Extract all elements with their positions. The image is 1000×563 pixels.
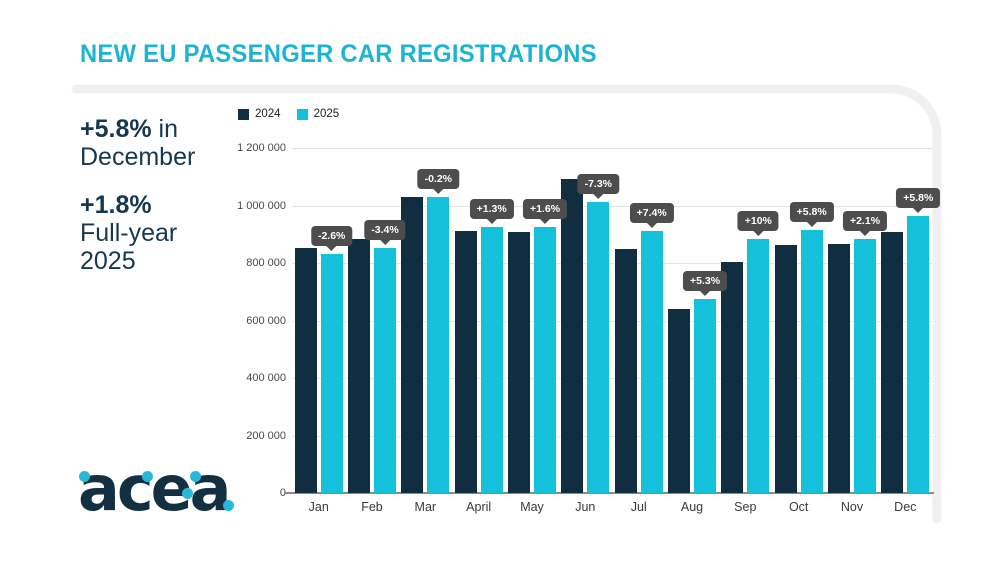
change-badge-Mar: -0.2% <box>417 169 460 190</box>
gridline <box>292 205 932 207</box>
bar-2025-Aug <box>694 299 716 493</box>
x-axis-line <box>284 492 934 494</box>
stat-fullyear-label1: Full-year <box>80 219 178 247</box>
legend-item-2024: 2024 <box>238 108 281 120</box>
gridline <box>292 263 932 264</box>
change-badge-Sep: +10% <box>737 210 779 231</box>
bar-2025-Feb <box>374 247 396 493</box>
bar-2025-Mar <box>427 197 450 493</box>
bar-2024-Jul <box>614 248 637 493</box>
change-badge-Feb: -3.4% <box>364 219 406 240</box>
y-tick-label: 1 200 000 <box>237 142 286 154</box>
stat-december-suffix: in <box>151 115 178 143</box>
gridline <box>292 435 932 437</box>
stat-december: +5.8% in December <box>80 115 195 171</box>
y-tick-label: 600 000 <box>246 314 286 327</box>
gridline <box>292 320 932 322</box>
y-axis: 0 200 000 400 000 600 000 800 000 1 000 000 1 … <box>222 142 286 499</box>
change-badge-Jun: -7.3% <box>577 174 620 195</box>
page-title: NEW EU PASSENGER CAR REGISTRATIONS <box>80 40 597 68</box>
logo-accent-dot <box>182 488 193 499</box>
bar-2024-Jan <box>294 248 317 493</box>
legend-item-2025: 2025 <box>296 108 340 120</box>
stat-fullyear-label2: 2025 <box>80 247 136 275</box>
bar-2024-Jun <box>561 179 584 493</box>
change-badge-Aug: +5.3% <box>682 271 728 292</box>
y-tick-label: 0 <box>279 487 286 499</box>
gridline <box>292 148 932 149</box>
bar-2025-Oct <box>800 230 823 493</box>
bar-2024-Sep <box>721 261 744 493</box>
legend-label-2024: 2024 <box>255 108 281 120</box>
change-badge-Jan: -2.6% <box>310 226 353 247</box>
bar-chart-plot: -2.6% Jan -3.4% Feb -0.2% Mar +1.3% April +1.6% M… <box>284 148 941 514</box>
x-label-Aug: Aug <box>680 500 704 514</box>
x-label-Jun: Jun <box>575 500 596 514</box>
x-label-Feb: Feb <box>361 500 383 514</box>
change-badge-Oct: +5.8% <box>789 202 834 223</box>
acea-logo-text: acea <box>78 452 231 525</box>
x-label-Jan: Jan <box>308 500 329 514</box>
stat-december-period: December <box>80 143 196 171</box>
legend-swatch-2025 <box>296 108 308 120</box>
y-tick-label: 400 000 <box>246 372 286 384</box>
x-label-April: April <box>466 500 492 514</box>
bar-2025-May <box>534 227 556 493</box>
stat-december-value: +5.8% <box>80 115 152 143</box>
logo-accent-dot <box>79 471 90 482</box>
logo-accent-dot <box>223 500 234 511</box>
bar-2025-Jul <box>640 230 663 493</box>
x-label-Dec: Dec <box>894 500 917 514</box>
x-label-Jul: Jul <box>630 500 647 514</box>
legend-swatch-2024 <box>238 108 249 120</box>
bar-2025-Dec <box>907 216 930 493</box>
stat-fullyear-value: +1.8% <box>80 191 152 219</box>
change-badge-May: +1.6% <box>522 199 568 220</box>
x-label-Oct: Oct <box>788 500 809 514</box>
bar-2024-Mar <box>401 196 424 493</box>
acea-logo: acea <box>78 458 248 530</box>
x-label-May: May <box>520 500 544 514</box>
bar-2024-Feb <box>348 238 370 493</box>
bar-2025-Jun <box>587 202 610 493</box>
y-tick-label: 1 000 000 <box>237 199 286 212</box>
gridline <box>292 378 932 379</box>
logo-accent-dot <box>142 471 153 482</box>
change-badge-Jul: +7.4% <box>629 202 674 223</box>
chart-legend: 2024 2025 <box>238 108 339 120</box>
y-tick-label: 800 000 <box>246 257 286 269</box>
bar-2024-Aug <box>668 309 690 493</box>
x-label-Mar: Mar <box>414 500 437 514</box>
stat-fullyear: +1.8% Full-year 2025 <box>80 191 177 275</box>
bar-2025-Jan <box>320 254 343 493</box>
bar-2024-Nov <box>828 244 850 493</box>
y-tick-label: 200 000 <box>246 429 286 442</box>
bar-2024-Oct <box>774 244 797 493</box>
bar-2024-May <box>508 231 530 493</box>
x-label-Nov: Nov <box>840 500 864 514</box>
bar-2024-Dec <box>881 231 904 493</box>
change-badge-Dec: +5.8% <box>896 188 941 209</box>
change-badge-April: +1.3% <box>469 199 514 220</box>
bar-2024-April <box>454 230 477 493</box>
bar-2025-Nov <box>854 238 876 493</box>
bar-2025-Sep <box>747 238 770 493</box>
x-label-Sep: Sep <box>734 500 757 514</box>
bar-2025-April <box>480 227 503 493</box>
change-badge-Nov: +2.1% <box>842 210 888 231</box>
logo-accent-dot <box>190 471 201 482</box>
legend-label-2025: 2025 <box>313 108 340 120</box>
